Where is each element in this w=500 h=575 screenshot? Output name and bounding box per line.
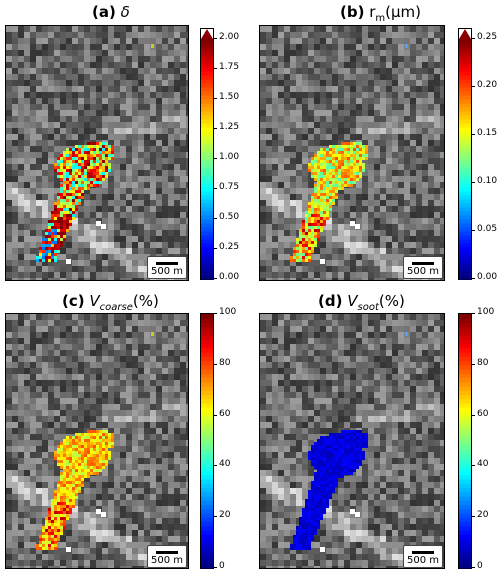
panel-label: (c) — [62, 292, 85, 310]
scalebar-line — [412, 262, 434, 265]
map-image-delta — [6, 26, 188, 280]
colorbar-tick-label: 80 — [219, 358, 230, 368]
colorbar-tick-label: 2.00 — [219, 32, 239, 42]
panel-title-delta: (a) δ — [92, 3, 130, 21]
scalebar-line — [156, 551, 178, 554]
colorbar-tick-label: 100 — [219, 307, 236, 317]
panel-label: (b) — [340, 3, 364, 21]
colorbar-tick-mark — [471, 134, 475, 135]
colorbar-rm — [458, 28, 472, 280]
scalebar-label: 500 m — [148, 555, 186, 566]
colorbar-extend-arrow — [201, 29, 213, 39]
colorbar-tick-mark — [471, 516, 475, 517]
colorbar-tick-mark — [471, 38, 475, 39]
colorbar-tick-mark — [471, 567, 475, 568]
colorbar-tick-label: 1.00 — [219, 152, 239, 162]
colorbar-tick-mark — [471, 465, 475, 466]
panel-label: (a) — [92, 3, 116, 21]
panel-subscript: coarse — [100, 302, 133, 313]
colorbar-tick-label: 60 — [477, 409, 488, 419]
colorbar-tick-mark — [471, 415, 475, 416]
scalebar-line — [156, 262, 178, 265]
colorbar-tick-mark — [471, 86, 475, 87]
colorbar-tick-label: 0.00 — [219, 272, 239, 282]
colorbar-tick-mark — [471, 278, 475, 279]
scalebar-label: 500 m — [404, 266, 442, 277]
panel-title-vcoarse: (c) Vcoarse(%) — [62, 292, 159, 313]
colorbar-tick-label: 0.20 — [477, 80, 497, 90]
map-image-vcoarse — [6, 314, 188, 568]
colorbar-tick-mark — [213, 158, 217, 159]
colorbar-tick-label: 0.25 — [219, 242, 239, 252]
colorbar-tick-mark — [213, 465, 217, 466]
colorbar-tick-mark — [213, 364, 217, 365]
colorbar-extend-arrow — [459, 29, 471, 39]
colorbar-tick-label: 0.25 — [477, 32, 497, 42]
colorbar-vcoarse — [200, 313, 214, 569]
map-image-vsoot — [260, 314, 444, 568]
colorbar-tick-label: 0.50 — [219, 212, 239, 222]
panel-title-vsoot: (d) Vsoot(%) — [318, 292, 405, 313]
colorbar-tick-label: 1.25 — [219, 122, 239, 132]
colorbar-tick-label: 0.10 — [477, 176, 497, 186]
map-vcoarse — [5, 313, 189, 569]
colorbar-tick-label: 0 — [219, 561, 225, 571]
colorbar-tick-label: 0.00 — [477, 272, 497, 282]
colorbar-tick-mark — [213, 567, 217, 568]
colorbar-tick-label: 40 — [219, 459, 230, 469]
colorbar-delta — [200, 28, 214, 280]
panel-title-rm: (b) rm(μm) — [340, 3, 421, 24]
scalebar-box: 500 m — [403, 545, 443, 568]
colorbar-tick-label: 60 — [219, 409, 230, 419]
scalebar-box: 500 m — [147, 545, 187, 568]
panel-unit: (%) — [133, 292, 159, 310]
scalebar-box: 500 m — [403, 256, 443, 279]
colorbar-vsoot — [458, 313, 472, 569]
colorbar-tick-mark — [213, 248, 217, 249]
colorbar-tick-mark — [213, 516, 217, 517]
colorbar-tick-label: 1.50 — [219, 92, 239, 102]
panel-unit: (%) — [379, 292, 405, 310]
colorbar-tick-mark — [213, 188, 217, 189]
colorbar-tick-mark — [213, 218, 217, 219]
panel-subscript: m — [375, 13, 385, 24]
scalebar-box: 500 m — [147, 256, 187, 279]
panel-symbol: δ — [121, 3, 130, 21]
colorbar-tick-label: 100 — [477, 307, 494, 317]
scalebar-label: 500 m — [148, 266, 186, 277]
colorbar-tick-label: 80 — [477, 358, 488, 368]
colorbar-tick-label: 0.75 — [219, 182, 239, 192]
colorbar-tick-label: 40 — [477, 459, 488, 469]
scalebar-line — [412, 551, 434, 554]
colorbar-tick-mark — [213, 128, 217, 129]
colorbar-tick-mark — [471, 364, 475, 365]
colorbar-tick-mark — [213, 278, 217, 279]
colorbar-tick-mark — [213, 98, 217, 99]
colorbar-tick-label: 1.75 — [219, 62, 239, 72]
colorbar-tick-label: 20 — [477, 510, 488, 520]
colorbar-tick-label: 0 — [477, 561, 483, 571]
map-delta — [5, 25, 189, 281]
colorbar-tick-mark — [471, 182, 475, 183]
panel-unit: (μm) — [385, 3, 421, 21]
map-vsoot — [259, 313, 445, 569]
panel-label: (d) — [318, 292, 342, 310]
colorbar-tick-mark — [213, 68, 217, 69]
map-rm — [259, 25, 445, 281]
panel-symbol: V — [347, 292, 357, 310]
map-image-rm — [260, 26, 444, 280]
colorbar-tick-mark — [213, 313, 217, 314]
colorbar-tick-mark — [471, 230, 475, 231]
panel-symbol: V — [89, 292, 99, 310]
colorbar-tick-label: 0.05 — [477, 224, 497, 234]
colorbar-tick-mark — [213, 415, 217, 416]
colorbar-tick-label: 0.15 — [477, 128, 497, 138]
colorbar-tick-mark — [213, 38, 217, 39]
colorbar-tick-label: 20 — [219, 510, 230, 520]
panel-subscript: soot — [358, 302, 379, 313]
scalebar-label: 500 m — [404, 555, 442, 566]
colorbar-tick-mark — [471, 313, 475, 314]
